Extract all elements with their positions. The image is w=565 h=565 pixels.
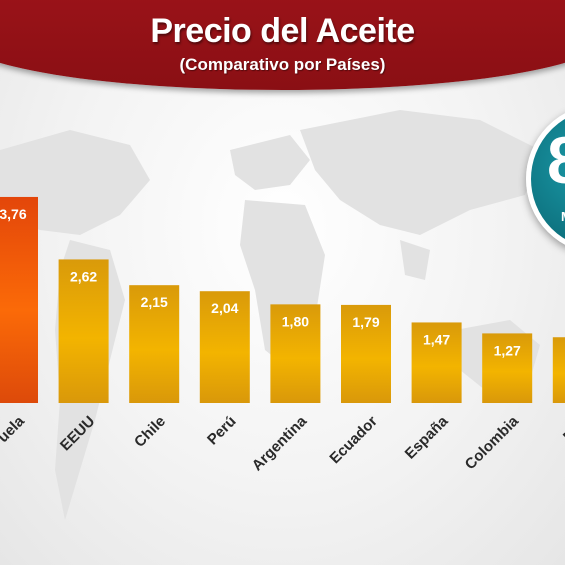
value-label: 1,79 — [352, 314, 379, 330]
value-label: 2,04 — [211, 300, 238, 316]
badge-subtext: M — [561, 209, 565, 224]
bar-m-xico — [553, 337, 565, 403]
value-label: 3,76 — [0, 206, 27, 222]
value-label: 2,15 — [141, 294, 168, 310]
value-label: 1,80 — [282, 313, 309, 329]
category-label: Perú — [204, 413, 240, 449]
category-label: España — [402, 412, 452, 462]
category-label: Argentina — [249, 412, 311, 474]
category-label: Méx — [560, 412, 565, 445]
category-label: EEUU — [57, 413, 98, 454]
category-label: Ecuador — [326, 413, 381, 468]
category-label: Colombia — [462, 412, 523, 473]
value-label: 2,62 — [70, 268, 97, 284]
category-label: Chile — [131, 413, 169, 451]
badge-value: 8 — [547, 127, 565, 193]
bar-venezuela — [0, 197, 38, 403]
value-label: 1,27 — [494, 342, 521, 358]
value-label: 1,47 — [423, 331, 450, 347]
category-label: uela — [0, 412, 28, 446]
